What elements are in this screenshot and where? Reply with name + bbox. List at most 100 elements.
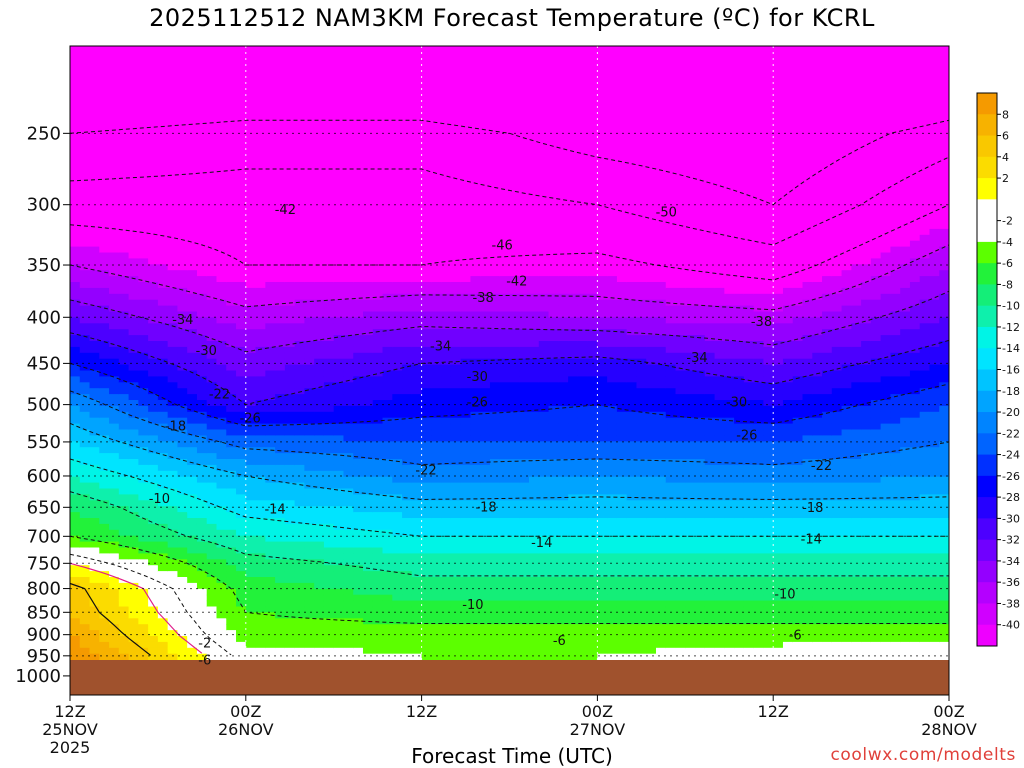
field-cell: [314, 600, 325, 608]
field-cell: [236, 565, 247, 572]
field-cell: [323, 618, 335, 625]
field-cell: [499, 494, 511, 501]
field-cell: [206, 317, 218, 324]
field-cell: [363, 199, 374, 206]
field-cell: [177, 382, 188, 389]
field-cell: [343, 535, 354, 543]
field-cell: [363, 476, 374, 484]
field-cell: [255, 612, 266, 619]
field-cell: [148, 388, 159, 395]
field-cell: [411, 358, 423, 366]
field-cell: [275, 110, 286, 118]
field-cell: [294, 506, 305, 513]
field-cell: [245, 240, 257, 248]
field-cell: [265, 506, 276, 513]
field-cell: [470, 606, 481, 613]
field-cell: [470, 93, 481, 100]
field-cell: [177, 299, 188, 307]
field-cell: [275, 464, 286, 472]
field-cell: [363, 228, 374, 236]
field-cell: [206, 565, 218, 572]
field-cell: [402, 211, 413, 218]
field-cell: [431, 405, 442, 413]
field-cell: [70, 116, 81, 124]
field-cell: [157, 158, 169, 165]
field-cell: [99, 128, 110, 136]
field-cell: [353, 87, 364, 94]
field-cell: [489, 158, 501, 165]
field-cell: [353, 63, 364, 71]
field-cell: [99, 470, 110, 478]
field-cell: [226, 346, 237, 354]
field-cell: [333, 429, 345, 436]
field-cell: [392, 630, 403, 637]
field-cell: [411, 447, 423, 454]
field-cell: [109, 293, 120, 301]
field-cell: [196, 317, 208, 324]
field-cell: [206, 63, 218, 71]
field-cell: [333, 110, 345, 118]
field-cell: [118, 382, 130, 389]
field-cell: [128, 116, 139, 124]
field-cell: [460, 618, 472, 625]
field-cell: [177, 122, 188, 130]
field-cell: [226, 93, 237, 100]
field-cell: [70, 464, 81, 472]
field-cell: [157, 600, 169, 608]
field-cell: [118, 264, 130, 271]
field-cell: [138, 175, 149, 183]
field-cell: [421, 252, 432, 259]
field-cell: [343, 175, 354, 183]
field-cell: [304, 500, 315, 507]
field-cell: [89, 169, 100, 177]
field-cell: [363, 270, 374, 277]
field-cell: [392, 116, 403, 124]
field-cell: [265, 500, 276, 507]
field-cell: [363, 63, 374, 71]
field-cell: [109, 87, 120, 94]
field-cell: [236, 228, 247, 236]
field-cell: [470, 447, 481, 454]
field-cell: [499, 110, 511, 118]
field-cell: [470, 588, 481, 596]
field-cell: [284, 641, 296, 649]
field-cell: [402, 547, 413, 554]
field-cell: [294, 600, 305, 608]
field-cell: [353, 146, 364, 153]
field-cell: [275, 317, 286, 324]
field-cell: [402, 93, 413, 100]
field-cell: [89, 110, 100, 118]
field-cell: [470, 75, 481, 82]
field-cell: [333, 199, 345, 206]
field-cell: [99, 199, 110, 206]
field-cell: [275, 169, 286, 177]
field-cell: [148, 205, 159, 212]
field-cell: [275, 311, 286, 318]
field-cell: [118, 429, 130, 436]
field-cell: [255, 187, 266, 195]
field-cell: [118, 588, 130, 596]
field-cell: [89, 81, 100, 88]
field-cell: [284, 211, 296, 218]
field-cell: [167, 400, 179, 407]
field-cell: [89, 559, 100, 566]
field-cell: [216, 641, 227, 649]
field-cell: [79, 594, 91, 602]
field-cell: [196, 140, 208, 147]
field-cell: [363, 588, 374, 596]
field-cell: [411, 594, 423, 602]
field-cell: [382, 352, 393, 360]
field-cell: [411, 63, 423, 71]
field-cell: [167, 270, 179, 277]
field-cell: [421, 293, 432, 301]
field-cell: [109, 93, 120, 100]
field-cell: [167, 234, 179, 242]
field-cell: [157, 376, 169, 383]
field-cell: [411, 335, 423, 342]
field-cell: [284, 287, 296, 295]
field-cell: [363, 488, 374, 495]
field-cell: [196, 370, 208, 377]
field-cell: [363, 99, 374, 106]
field-cell: [245, 547, 257, 554]
field-cell: [294, 164, 305, 171]
